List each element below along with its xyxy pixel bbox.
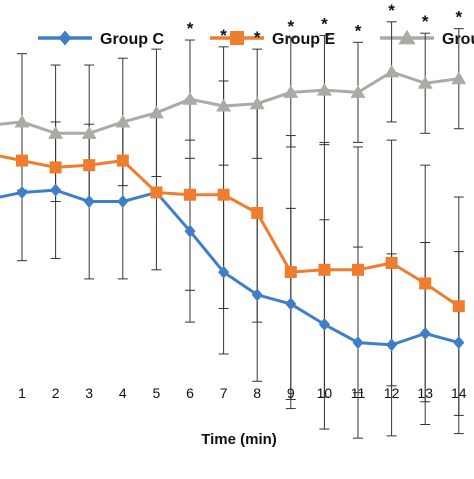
data-point: [150, 186, 163, 199]
x-tick-label: 1: [18, 385, 26, 401]
significance-annotations: * * * * * * * * *: [187, 1, 463, 47]
legend-marker: [230, 31, 244, 45]
data-point: [318, 317, 330, 331]
x-tick-label: 9: [287, 385, 295, 401]
x-axis: 1 2 3 4 5 6 7 8 9 10 11 12 13 14: [18, 385, 467, 401]
legend-label: Group E: [272, 31, 335, 48]
data-point: [216, 98, 232, 112]
x-tick-label: 5: [153, 385, 161, 401]
series-line-group-f: [0, 70, 460, 135]
data-point: [50, 183, 62, 197]
data-point: [184, 224, 196, 238]
significance-marker: *: [220, 26, 227, 45]
data-point: [184, 188, 196, 201]
legend-entry-group-e: Group E: [210, 31, 335, 48]
plot-area: [0, 21, 467, 439]
legend-entry-group-c: Group C: [38, 30, 164, 48]
data-point: [48, 126, 64, 139]
data-point: [283, 85, 299, 98]
x-tick-label: 11: [351, 385, 366, 401]
x-tick-label: 2: [52, 385, 60, 401]
x-tick-label: 14: [451, 385, 467, 401]
data-point: [83, 159, 96, 172]
data-point: [83, 195, 95, 209]
significance-marker: *: [287, 17, 294, 36]
data-point: [419, 277, 432, 290]
data-point: [116, 154, 129, 167]
data-point: [115, 114, 131, 128]
data-point: [417, 76, 433, 89]
legend-marker: [398, 29, 416, 45]
data-point: [16, 185, 28, 199]
data-point: [352, 336, 364, 350]
data-point: [451, 71, 467, 85]
legend-entry-group-f: Group F: [380, 29, 474, 48]
x-tick-label: 8: [253, 385, 261, 401]
data-point: [49, 161, 62, 174]
data-point: [148, 105, 164, 119]
x-tick-label: 10: [317, 385, 333, 401]
data-point: [316, 82, 332, 96]
data-point: [16, 154, 28, 167]
x-tick-label: 3: [85, 385, 93, 401]
significance-marker: *: [321, 14, 328, 33]
legend-marker: [58, 30, 72, 46]
data-point: [117, 195, 129, 209]
data-point: [419, 327, 431, 340]
data-point: [384, 64, 400, 78]
data-point: [318, 263, 331, 276]
data-point: [249, 96, 265, 110]
data-point: [251, 288, 263, 302]
x-tick-label: 4: [119, 385, 127, 401]
data-point: [452, 300, 465, 313]
significance-marker: *: [187, 19, 194, 38]
legend-label: Group F: [442, 31, 474, 48]
series-line-group-e: [0, 154, 460, 308]
data-point: [14, 114, 30, 128]
data-point: [385, 256, 398, 269]
data-point: [251, 206, 264, 219]
x-axis-title: Time (min): [201, 431, 277, 448]
x-tick-label: 13: [417, 385, 433, 401]
legend-label: Group C: [100, 31, 164, 48]
data-point: [284, 266, 297, 279]
x-tick-label: 12: [384, 385, 400, 401]
data-point: [350, 85, 366, 98]
data-point: [386, 338, 398, 352]
x-tick-label: 7: [220, 385, 228, 401]
data-point: [285, 297, 297, 311]
data-point: [217, 188, 230, 201]
data-point: [218, 265, 230, 279]
data-point: [453, 336, 465, 350]
legend: Group C Group E Group F: [38, 29, 474, 48]
significance-marker: *: [422, 12, 429, 31]
significance-marker: *: [388, 1, 395, 20]
error-bars: [17, 21, 464, 439]
x-tick-label: 6: [186, 385, 194, 401]
significance-marker: *: [254, 28, 261, 47]
data-point: [81, 126, 97, 139]
data-point: [352, 263, 364, 276]
series-markers: [14, 64, 467, 352]
significance-marker: *: [455, 8, 462, 27]
data-point: [182, 92, 198, 105]
significance-marker: *: [355, 21, 362, 40]
series-lines: [0, 70, 460, 347]
